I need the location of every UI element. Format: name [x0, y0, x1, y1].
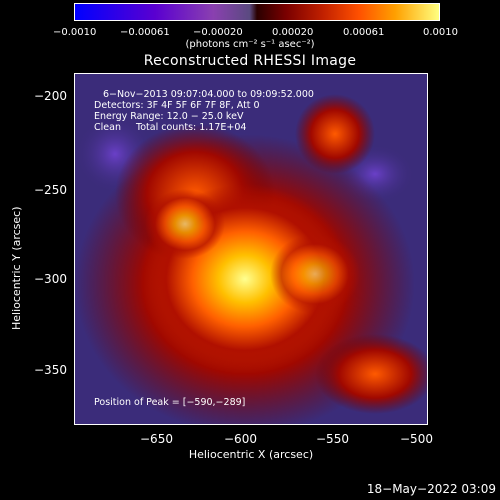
colorbar-tick-3: −0.00020: [193, 27, 243, 38]
peak-position: Position of Peak = [−590,−289]: [94, 397, 246, 408]
colorbar-tick-5: 0.00061: [343, 27, 385, 38]
y-tick-2: −250: [34, 183, 67, 197]
colorbar: [74, 3, 440, 21]
colorbar-tick-2: −0.00061: [120, 27, 170, 38]
plot-date: 18−May−2022 03:09: [366, 482, 496, 496]
y-tick-3: −300: [34, 272, 67, 286]
rhessi-map: [75, 74, 427, 424]
clean-counts: Clean Total counts: 1.17E+04: [94, 122, 247, 133]
x-axis-label: Heliocentric X (arcsec): [188, 448, 314, 461]
y-tick-1: −200: [34, 89, 67, 103]
colorbar-unit-label: (photons cm⁻² s⁻¹ asec⁻²): [185, 39, 315, 50]
rhessi-image: [74, 73, 428, 425]
x-tick-1: −650: [140, 432, 173, 446]
colorbar-tick-4: 0.00020: [272, 27, 314, 38]
x-tick-2: −600: [224, 432, 257, 446]
energy-range: Energy Range: 12.0 − 25.0 keV: [94, 111, 244, 122]
x-tick-3: −550: [316, 432, 349, 446]
y-axis-label: Heliocentric Y (arcsec): [10, 206, 23, 330]
y-tick-4: −350: [34, 363, 67, 377]
image-title: Reconstructed RHESSI Image: [143, 53, 357, 69]
colorbar-tick-6: 0.0010: [423, 27, 458, 38]
colorbar-tick-1: −0.0010: [53, 27, 97, 38]
time-range: 6−Nov−2013 09:07:04.000 to 09:09:52.000: [103, 89, 314, 100]
x-tick-4: −500: [400, 432, 433, 446]
detectors-info: Detectors: 3F 4F 5F 6F 7F 8F, Att 0: [94, 100, 260, 111]
